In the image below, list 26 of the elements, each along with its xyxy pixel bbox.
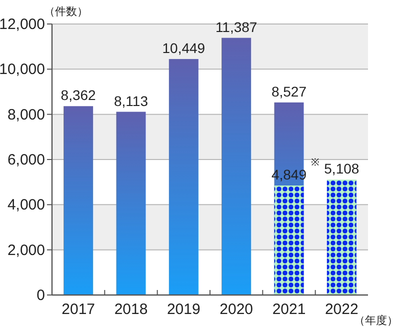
data-label: 5,108: [324, 160, 360, 177]
y-tick-label: 10,000: [0, 61, 45, 78]
bar: [326, 180, 356, 295]
bar: [116, 112, 146, 295]
bar: [168, 59, 198, 295]
data-label: 8,113: [114, 92, 148, 109]
x-tick-label: 2020: [220, 301, 254, 318]
annotation: ※: [311, 157, 319, 168]
bar: [274, 185, 304, 295]
data-label: 11,387: [215, 18, 258, 35]
y-tick-label: 0: [36, 287, 45, 304]
y-tick-label: 8,000: [7, 106, 45, 124]
data-label: 10,449: [162, 40, 206, 56]
y-tick-label: 6,000: [7, 152, 45, 168]
data-label: 8,527: [271, 83, 307, 100]
x-tick-label: 2021: [272, 301, 306, 318]
bar: [222, 38, 252, 295]
y-tick-label: 4,000: [7, 196, 45, 214]
x-tick-label: 2019: [166, 301, 200, 318]
y-axis-title: （件数）: [44, 6, 88, 18]
x-tick-label: 2017: [62, 301, 96, 318]
data-label: 8,362: [60, 87, 96, 104]
x-tick-label: 2018: [114, 301, 148, 318]
y-tick-label: 2,000: [7, 242, 45, 259]
bar: [64, 106, 94, 295]
y-tick-label: 12,000: [0, 16, 45, 33]
